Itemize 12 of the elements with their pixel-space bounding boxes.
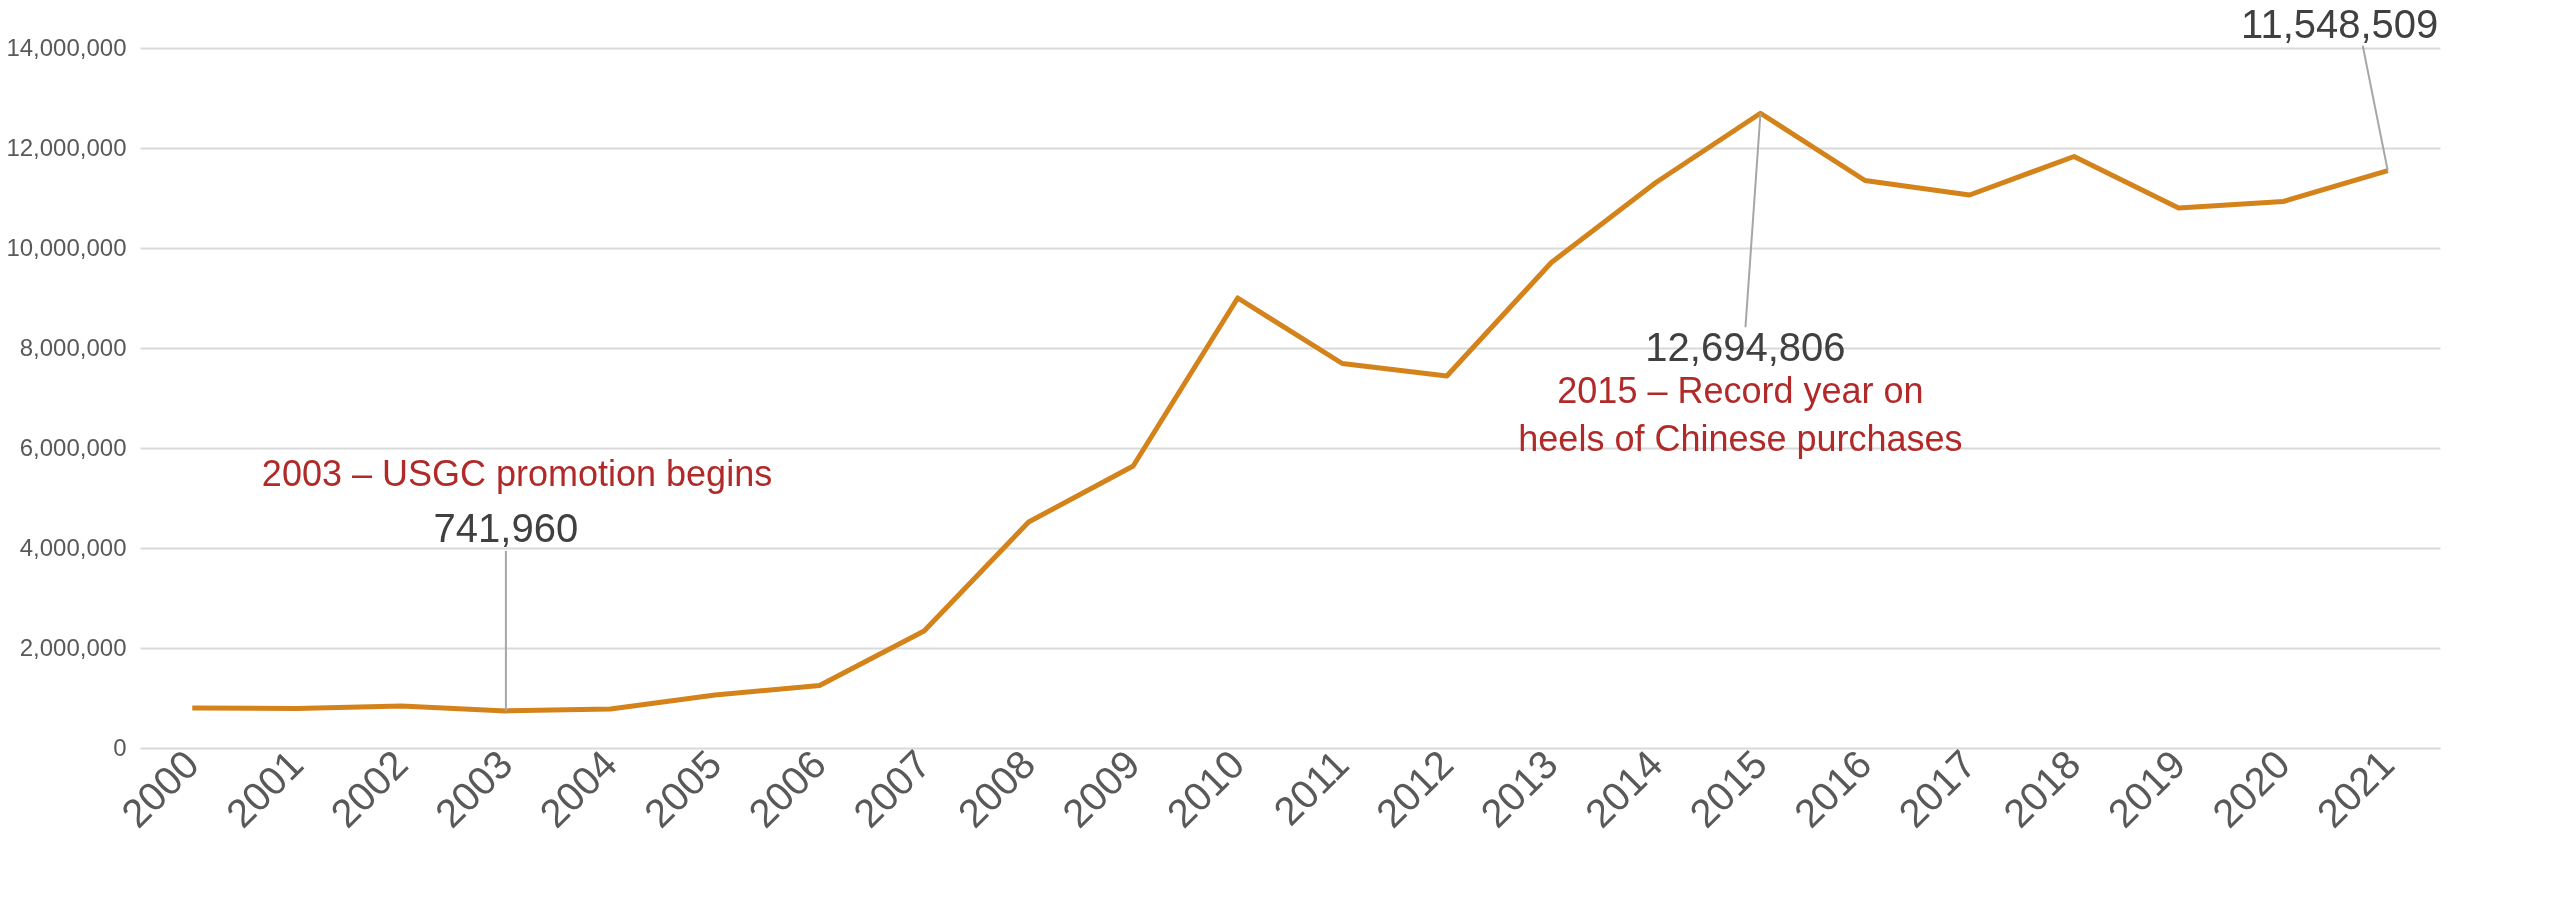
y-tick-label: 4,000,000 bbox=[19, 533, 127, 561]
y-tick-label: 14,000,000 bbox=[6, 33, 127, 61]
annotation: 2015 – Record year on heels of Chinese purchases bbox=[1518, 370, 1963, 460]
y-tick-label: 6,000,000 bbox=[19, 433, 127, 461]
annotation: 2003 – USGC promotion begins bbox=[261, 453, 773, 494]
y-tick-label: 2,000,000 bbox=[19, 633, 127, 661]
data-label: 11,548,509 bbox=[2241, 1, 2439, 46]
y-tick-label: 10,000,000 bbox=[6, 233, 127, 261]
data-label: 741,960 bbox=[433, 505, 579, 550]
y-tick-label: 8,000,000 bbox=[19, 333, 127, 361]
data-label: 12,694,806 bbox=[1645, 325, 1846, 370]
y-tick-label: 12,000,000 bbox=[6, 133, 127, 161]
